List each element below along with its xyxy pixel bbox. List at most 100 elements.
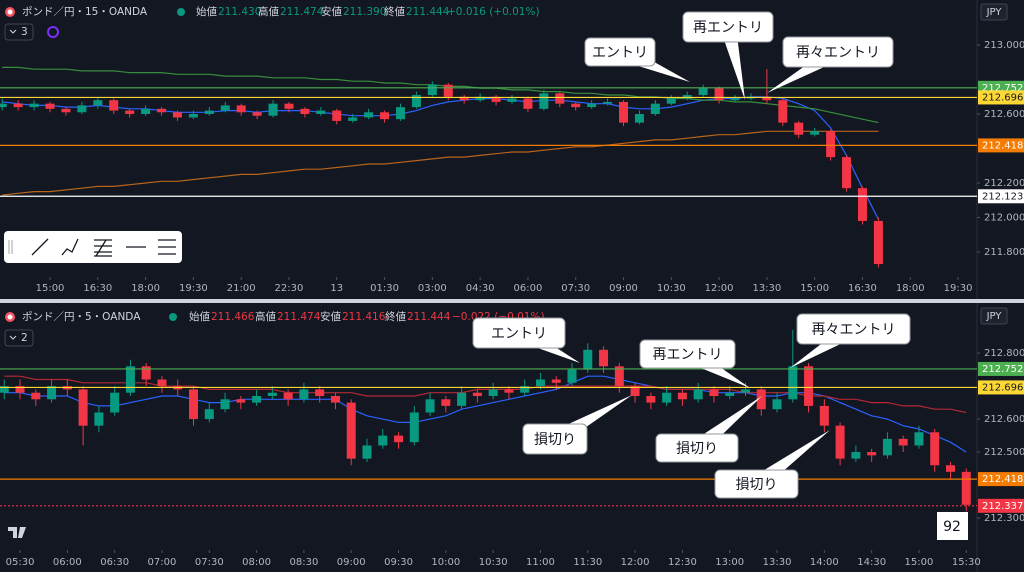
ohlc-label: 終値 bbox=[385, 310, 406, 323]
indicator-toggle-box bbox=[4, 329, 34, 347]
symbol-title: ポンド／円・5・OANDA bbox=[22, 311, 141, 323]
x-tick-label: 09:00 bbox=[337, 557, 366, 568]
candle-body bbox=[698, 88, 708, 96]
currency-label: JPY bbox=[986, 311, 1003, 322]
chevron bbox=[9, 335, 17, 340]
toolbar-grip bbox=[8, 240, 13, 254]
candle-body bbox=[567, 369, 577, 383]
candle-body bbox=[646, 395, 656, 403]
symbol-title: ポンド／円・15・OANDA bbox=[22, 6, 148, 18]
x-tick-label: 01:30 bbox=[370, 283, 399, 294]
ohlc-value: 211.390 bbox=[343, 6, 386, 18]
x-tick-label: 14:00 bbox=[810, 557, 839, 568]
candle-body bbox=[914, 432, 924, 446]
moving-average bbox=[2, 130, 879, 196]
candle-body bbox=[299, 389, 309, 400]
candle-body bbox=[109, 100, 119, 111]
candle-body bbox=[551, 379, 561, 383]
pane-divider bbox=[0, 299, 1024, 303]
indicator-count: 2 bbox=[21, 332, 28, 344]
market-status bbox=[177, 8, 185, 16]
currency-box bbox=[980, 3, 1008, 21]
candle-body bbox=[857, 188, 867, 221]
fib-icon[interactable] bbox=[94, 239, 112, 257]
candle-body bbox=[898, 438, 908, 446]
callout-text: 再エントリ bbox=[693, 20, 763, 36]
candle-body bbox=[599, 349, 609, 367]
callout-text: 再エントリ bbox=[653, 347, 723, 363]
callout-text: 再々エントリ bbox=[812, 322, 896, 338]
candle-body bbox=[740, 389, 750, 393]
x-tick-label: 06:00 bbox=[514, 283, 543, 294]
candle-body bbox=[346, 402, 356, 459]
indicator-toggle[interactable]: 2 bbox=[4, 329, 34, 347]
candle-body bbox=[315, 389, 325, 396]
candle-body bbox=[714, 88, 724, 101]
tv-logo bbox=[8, 527, 26, 538]
x-tick-label: 15:00 bbox=[800, 283, 829, 294]
candle-body bbox=[94, 412, 104, 426]
x-tick-label: 13:30 bbox=[763, 557, 792, 568]
candle-body bbox=[539, 93, 549, 109]
candle-body bbox=[283, 392, 293, 400]
candle-body bbox=[45, 103, 55, 109]
x-tick-label: 08:30 bbox=[289, 557, 318, 568]
candle-body bbox=[535, 379, 545, 387]
callout-pointer bbox=[720, 25, 745, 100]
x-tick-label: 19:30 bbox=[179, 283, 208, 294]
candle-body bbox=[157, 108, 167, 113]
trendline-icon[interactable] bbox=[31, 238, 49, 256]
candle-body bbox=[682, 95, 692, 99]
candle-body bbox=[587, 103, 597, 108]
candle-body bbox=[677, 392, 687, 400]
moving-average bbox=[2, 66, 879, 124]
candle-body bbox=[459, 96, 469, 101]
x-tick-label: 12:00 bbox=[621, 557, 650, 568]
candle-body bbox=[157, 379, 167, 387]
price-level-label: 212.752 bbox=[982, 364, 1023, 375]
currency-label: JPY bbox=[986, 7, 1003, 18]
path-icon[interactable] bbox=[61, 238, 79, 256]
candle-body bbox=[842, 157, 852, 189]
candle-body bbox=[614, 366, 624, 387]
x-tick-label: 11:30 bbox=[573, 557, 602, 568]
indicator-toggle[interactable]: 3 bbox=[4, 23, 34, 41]
candle-body bbox=[851, 452, 861, 459]
candle-body bbox=[867, 452, 877, 456]
candle-body bbox=[189, 389, 199, 420]
callout-box bbox=[639, 339, 736, 369]
callout-text: 再々エントリ bbox=[796, 45, 880, 61]
x-tick-label: 12:30 bbox=[668, 557, 697, 568]
candle-body bbox=[520, 386, 530, 393]
candle-body bbox=[826, 131, 836, 158]
ohlc-label: 始値 bbox=[189, 310, 210, 323]
ohlc-label: 安値 bbox=[321, 5, 342, 18]
candle-body bbox=[472, 392, 482, 396]
x-tick-label: 12:00 bbox=[705, 283, 734, 294]
candle-body bbox=[603, 101, 613, 104]
ohlc-value: 211.430 bbox=[218, 6, 261, 18]
x-tick-label: 16:30 bbox=[83, 283, 112, 294]
price-change: +0.016 (+0.01%) bbox=[447, 6, 540, 18]
candle-body bbox=[835, 425, 845, 459]
y-tick-label: 212.800 bbox=[984, 348, 1024, 359]
candle-body bbox=[810, 131, 820, 135]
x-tick-label: 06:00 bbox=[53, 557, 82, 568]
candle-body bbox=[427, 84, 437, 96]
candle-body bbox=[125, 366, 135, 393]
candle-body bbox=[141, 366, 151, 380]
candle-body bbox=[709, 389, 719, 396]
candle-body bbox=[78, 389, 88, 426]
candle-body bbox=[316, 110, 326, 115]
candle-body bbox=[220, 105, 230, 111]
callout-text: 損切り bbox=[676, 441, 718, 457]
callout-box bbox=[682, 11, 774, 43]
candle-body bbox=[819, 405, 829, 426]
candle-body bbox=[409, 412, 419, 443]
candle-body bbox=[380, 112, 390, 120]
lines-icon[interactable] bbox=[158, 239, 176, 255]
x-tick-label: 21:00 bbox=[227, 283, 256, 294]
drawing-toolbar[interactable] bbox=[4, 231, 182, 263]
candle-body bbox=[930, 432, 940, 466]
candle-body bbox=[362, 445, 372, 459]
